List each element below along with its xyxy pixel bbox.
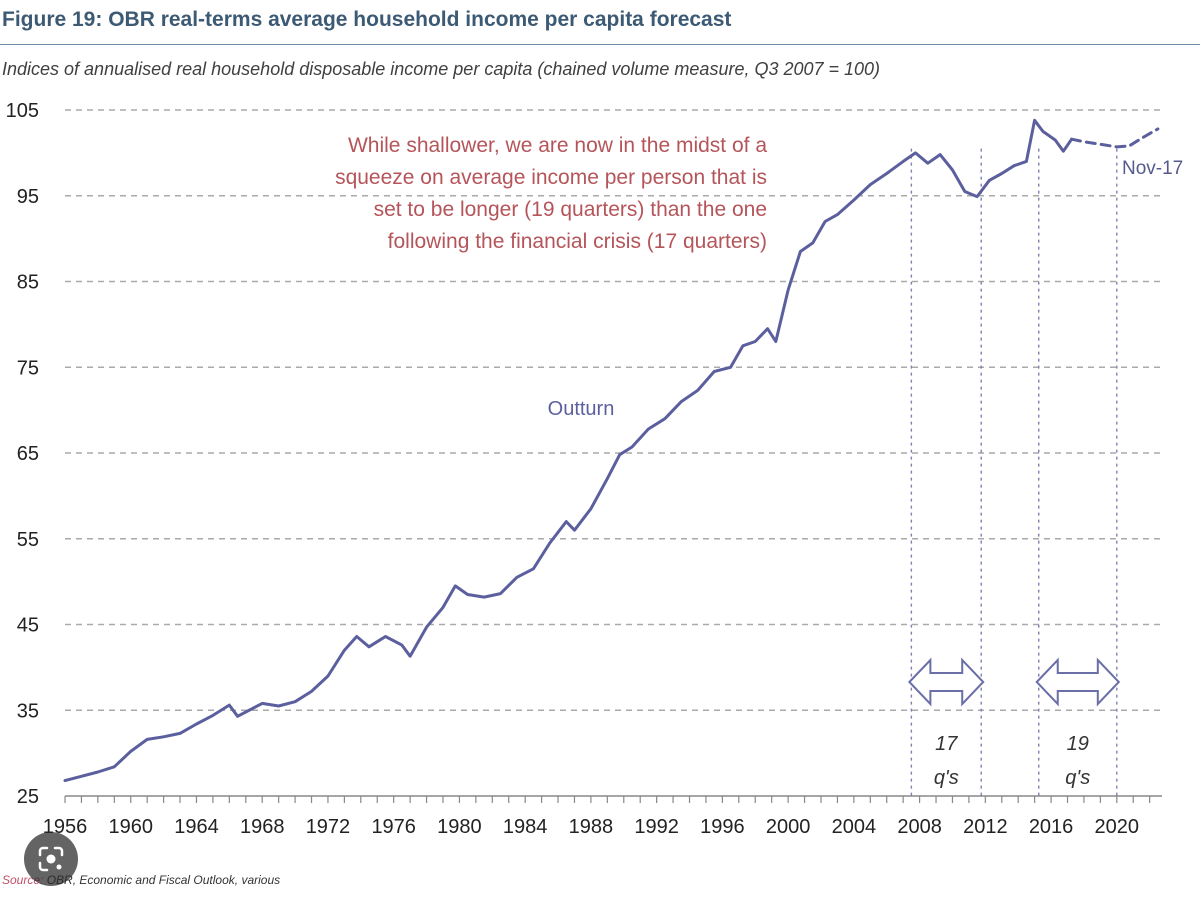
callout-line-3: set to be longer (19 quarters) than the … [374,198,767,221]
x-tick-label-2000: 2000 [766,816,811,838]
x-tick-label-2016: 2016 [1029,816,1074,838]
x-tick-label-1964: 1964 [174,816,219,838]
double-arrow [907,657,985,707]
double-arrow [1035,657,1121,707]
y-tick-label-95: 95 [17,186,39,208]
x-tick-label-1972: 1972 [306,816,351,838]
x-tick-label-2004: 2004 [832,816,877,838]
squeeze-quarters-unit: q's [1065,767,1090,789]
y-tick-label-55: 55 [17,529,39,551]
x-tick-label-1988: 1988 [569,816,614,838]
y-tick-label-45: 45 [17,615,39,637]
y-tick-label-65: 65 [17,443,39,465]
chart-title: Figure 19: OBR real-terms average househ… [2,8,732,31]
squeeze-quarters-number: 17 [935,733,958,755]
visual-search-button[interactable] [24,832,78,886]
y-tick-label-85: 85 [17,272,39,294]
series-line-nov-17 [1070,127,1160,149]
title-divider [0,44,1200,45]
x-tick-label-1980: 1980 [437,816,482,838]
source-text: OBR, Economic and Fiscal Outlook, variou… [46,873,281,887]
y-tick-label-75: 75 [17,357,39,379]
x-tick-label-2008: 2008 [897,816,942,838]
x-tick-label-2012: 2012 [963,816,1008,838]
x-tick-label-1968: 1968 [240,816,285,838]
y-tick-label-35: 35 [17,700,39,722]
x-tick-label-1960: 1960 [108,816,153,838]
x-tick-label-1984: 1984 [503,816,548,838]
series-line-outturn [63,118,1074,783]
series-label-outturn: Outturn [548,398,615,420]
x-tick-label-1992: 1992 [634,816,679,838]
chart-subtitle: Indices of annualised real household dis… [2,59,881,79]
lens-icon [38,846,64,872]
squeeze-period-2: 19 q's [1035,148,1121,796]
y-tick-label-105: 105 [6,100,39,122]
squeeze-quarters-unit: q's [934,767,959,789]
squeeze-period-1: 17 q's [907,148,985,796]
line-chart: 17 q's 19 q's While shallower, we are now in… [6,100,1184,838]
series-label-forecast: Nov-17 [1122,158,1183,179]
callout-line-2: squeeze on average income per person tha… [335,166,767,189]
y-tick-label-25: 25 [17,786,39,808]
x-tick-label-1996: 1996 [700,816,745,838]
x-tick-label-1976: 1976 [371,816,416,838]
squeeze-quarters-number: 19 [1067,733,1089,755]
callout-line-1: While shallower, we are now in the midst… [348,134,767,157]
series [63,118,1160,783]
callout-line-4: following the financial crisis (17 quart… [388,230,767,253]
axes [64,795,1162,803]
annotations: 17 q's 19 q's While shallower, we are now in… [335,134,1121,796]
x-tick-label-2020: 2020 [1095,816,1140,838]
